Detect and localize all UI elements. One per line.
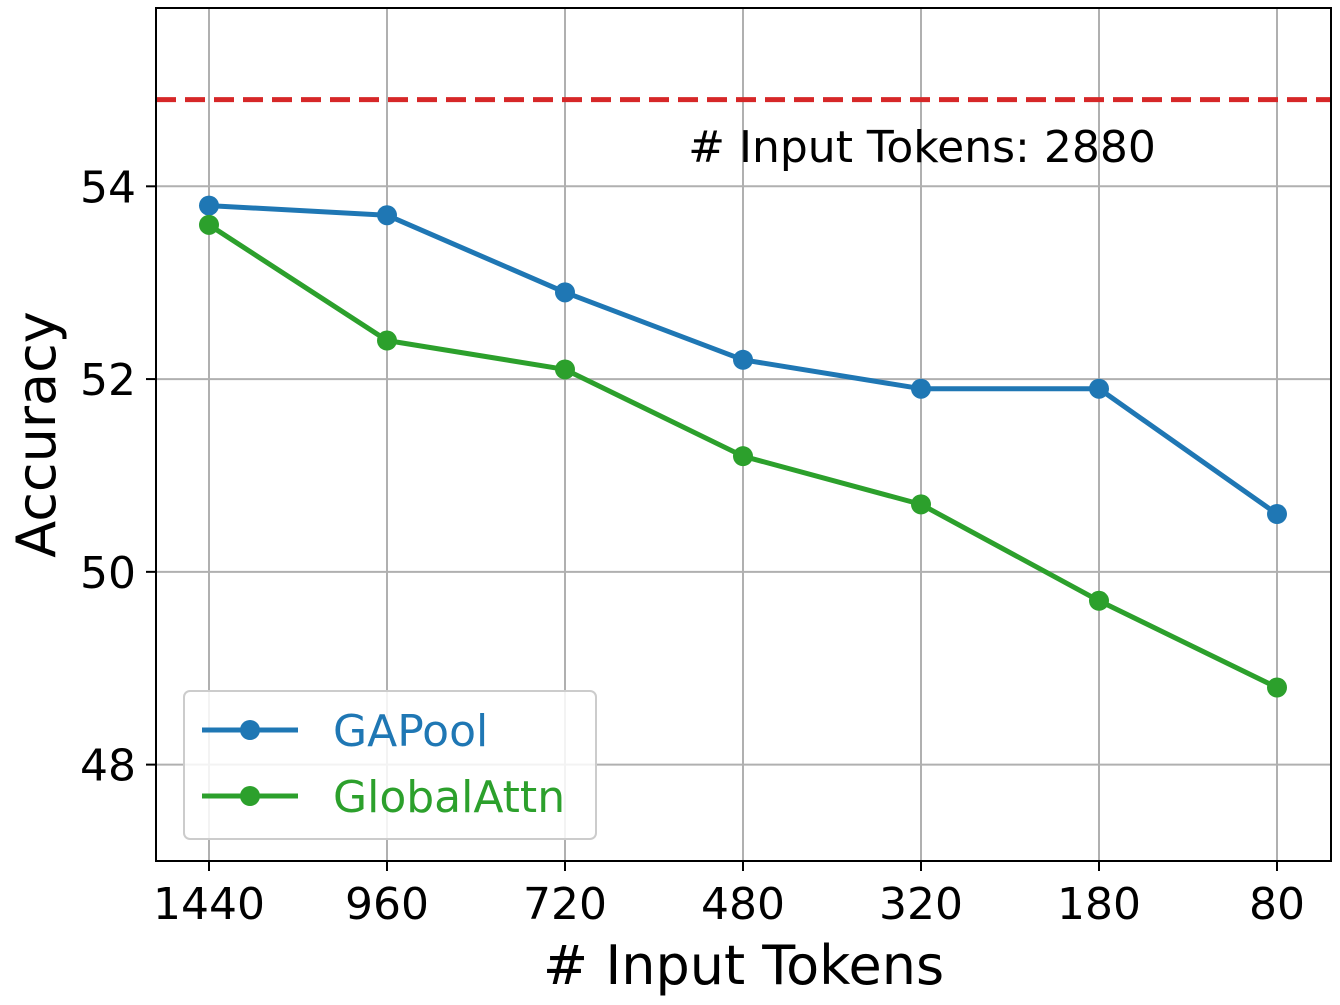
data-point-globalattn: [1267, 677, 1287, 698]
legend-label-gapool: GAPool: [333, 706, 488, 757]
legend: GAPool GlobalAttn: [183, 690, 597, 840]
x-tick-label: 1440: [153, 879, 265, 930]
data-point-gapool: [1089, 378, 1109, 399]
data-point-globalattn: [911, 494, 931, 515]
data-point-globalattn: [199, 214, 219, 235]
data-point-gapool: [1267, 504, 1287, 525]
y-tick-label: 52: [80, 355, 136, 406]
x-axis-title: # Input Tokens: [543, 934, 944, 997]
data-point-gapool: [733, 349, 753, 370]
x-tick-label: 80: [1249, 879, 1305, 930]
x-tick-label: 180: [1057, 879, 1141, 930]
data-point-globalattn: [733, 446, 753, 467]
x-tick-label: 320: [879, 879, 963, 930]
data-point-gapool: [377, 205, 397, 226]
y-tick-label: 54: [80, 162, 136, 213]
data-point-globalattn: [1089, 590, 1109, 611]
y-tick-label: 50: [80, 548, 136, 599]
data-point-globalattn: [555, 359, 575, 380]
grid: [156, 8, 1331, 861]
x-tick-label: 720: [523, 879, 607, 930]
legend-marker-gapool: [240, 720, 260, 740]
data-point-gapool: [555, 282, 575, 303]
legend-label-globalattn: GlobalAttn: [333, 772, 565, 823]
legend-marker-globalattn: [240, 786, 260, 806]
series-group: [199, 195, 1287, 698]
x-tick-label: 480: [701, 879, 785, 930]
x-tick-label: 960: [345, 879, 429, 930]
y-axis-ticks: 48 50 52 54: [80, 162, 156, 792]
reference-line-label: # Input Tokens: 2880: [688, 122, 1156, 173]
y-axis-title: Accuracy: [5, 311, 68, 558]
y-tick-label: 48: [80, 741, 136, 792]
data-point-gapool: [911, 378, 931, 399]
data-point-gapool: [199, 195, 219, 216]
data-point-globalattn: [377, 330, 397, 351]
reference-line-group: # Input Tokens: 2880: [156, 97, 1331, 173]
x-axis-ticks: 1440 960 720 480 320 180 80: [153, 861, 1305, 930]
